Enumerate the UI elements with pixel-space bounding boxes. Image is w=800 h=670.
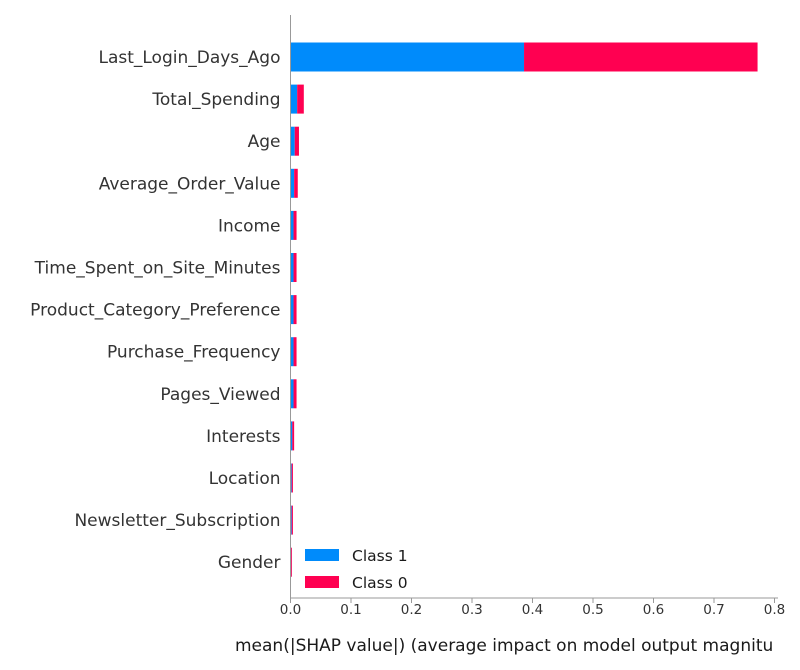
x-tick-label: 0.0 <box>280 602 301 618</box>
x-tick-label: 0.8 <box>764 602 785 618</box>
bar-pages-viewed-class-0 <box>293 379 297 409</box>
feature-label: Pages_Viewed <box>160 385 280 405</box>
bar-interests-class-1 <box>290 421 293 451</box>
legend-label-class-0: Class 0 <box>352 574 408 592</box>
bar-time-spent-on-site-minutes-class-1 <box>290 253 294 282</box>
bar-last-login-days-ago-class-1 <box>290 42 525 72</box>
bar-product-category-preference-class-0 <box>293 295 297 325</box>
bar-total-spending-class-0 <box>297 84 304 114</box>
bar-newsletter-subscription-class-0 <box>291 505 293 535</box>
bar-age-class-0 <box>294 126 299 156</box>
x-tick-label: 0.7 <box>703 602 724 618</box>
x-ticks: 0.0 0.1 0.2 0.3 0.4 0.5 0.6 0.7 0.8 <box>280 598 785 618</box>
bar-total-spending-class-1 <box>290 84 298 114</box>
feature-label: Newsletter_Subscription <box>74 511 280 531</box>
feature-label: Time_Spent_on_Site_Minutes <box>34 259 281 279</box>
bars-group <box>290 42 758 577</box>
legend-label-class-1: Class 1 <box>352 547 408 565</box>
bar-newsletter-subscription-class-1 <box>290 505 292 535</box>
x-axis-label: mean(|SHAP value|) (average impact on mo… <box>235 636 773 656</box>
bar-age-class-1 <box>290 126 295 156</box>
bar-pages-viewed-class-1 <box>290 379 294 409</box>
bar-purchase-frequency-class-1 <box>290 337 294 367</box>
bar-product-category-preference-class-1 <box>290 295 294 325</box>
bar-average-order-value-class-1 <box>290 168 295 198</box>
bar-location-class-1 <box>290 463 292 493</box>
x-tick-label: 0.5 <box>582 602 603 618</box>
feature-labels: Last_Login_Days_Ago Total_Spending Age Aver… <box>30 48 280 573</box>
x-tick-label: 0.4 <box>522 602 543 618</box>
bar-purchase-frequency-class-0 <box>293 337 297 367</box>
feature-label: Income <box>218 216 281 236</box>
legend-swatch-class-1 <box>305 549 339 561</box>
feature-label: Gender <box>218 553 281 573</box>
feature-label: Last_Login_Days_Ago <box>98 48 280 68</box>
feature-label: Interests <box>206 427 281 447</box>
x-tick-label: 0.6 <box>643 602 664 618</box>
x-tick-label: 0.2 <box>401 602 422 618</box>
bar-average-order-value-class-0 <box>294 168 298 198</box>
feature-label: Location <box>209 469 281 489</box>
bar-last-login-days-ago-class-0 <box>524 42 758 72</box>
bar-location-class-0 <box>291 463 293 493</box>
x-tick-label: 0.3 <box>461 602 482 618</box>
feature-label: Age <box>248 132 281 152</box>
feature-label: Average_Order_Value <box>99 174 281 194</box>
bar-income-class-1 <box>290 210 294 240</box>
bar-income-class-0 <box>293 210 297 240</box>
bar-time-spent-on-site-minutes-class-0 <box>293 253 297 282</box>
legend-swatch-class-0 <box>305 576 339 588</box>
bar-interests-class-0 <box>292 421 295 451</box>
legend: Class 1 Class 0 <box>305 547 408 592</box>
feature-label: Total_Spending <box>151 90 280 110</box>
feature-label: Purchase_Frequency <box>107 343 281 363</box>
x-tick-label: 0.1 <box>340 602 361 618</box>
feature-label: Product_Category_Preference <box>30 301 280 321</box>
bar-gender-class-0 <box>291 547 292 577</box>
